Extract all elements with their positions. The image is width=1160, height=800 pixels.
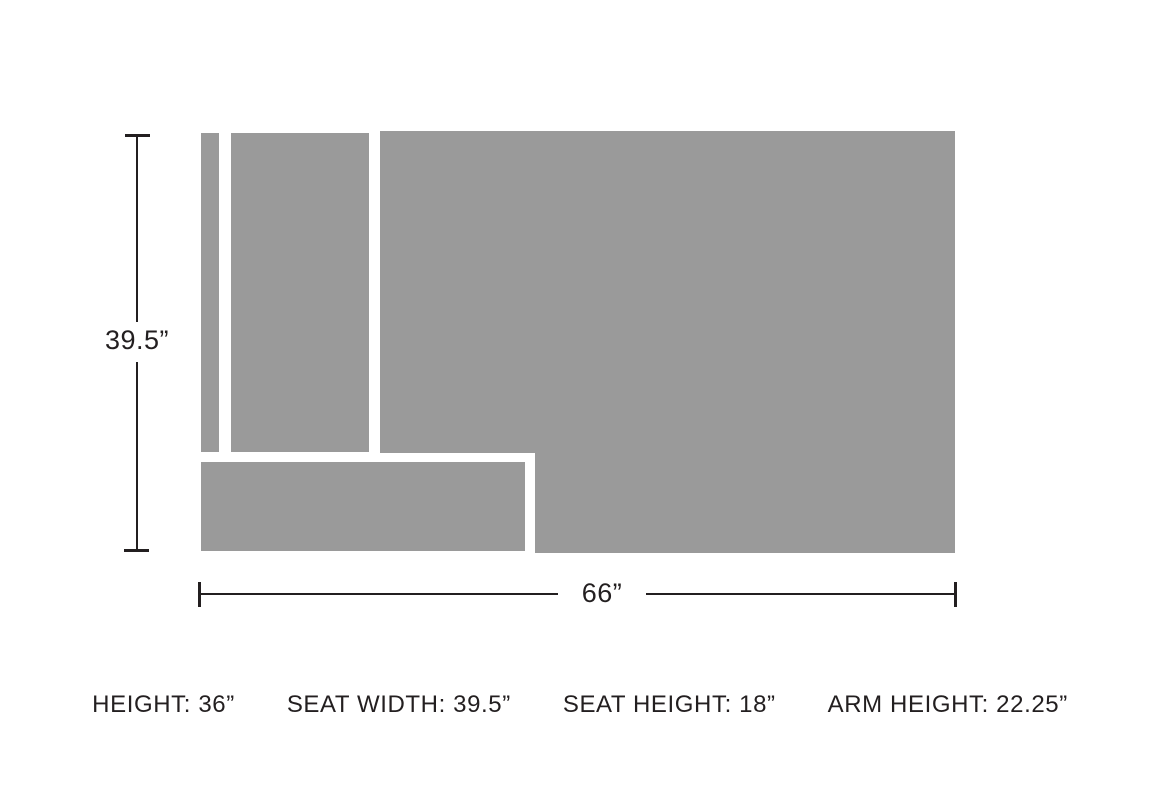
sofa-back-panel xyxy=(201,133,219,452)
vertical-dimension-bottom-cap xyxy=(124,549,149,552)
spec-height: HEIGHT: 36” xyxy=(92,691,235,718)
spec-seat-height: SEAT HEIGHT: 18” xyxy=(562,691,776,718)
vertical-dimension-label: 39.5” xyxy=(104,325,170,355)
vertical-dimension-top-cap xyxy=(125,134,150,137)
horizontal-dimension-line-left xyxy=(200,593,558,595)
horizontal-dimension-right-tick xyxy=(954,582,957,607)
sofa-seat-cushion xyxy=(201,462,525,551)
spec-row: HEIGHT: 36” SEAT WIDTH: 39.5” SEAT HEIGH… xyxy=(0,691,1160,719)
horizontal-dimension-label: 66” xyxy=(581,578,623,608)
spec-seat-width: SEAT WIDTH: 39.5” xyxy=(286,691,511,718)
horizontal-dimension-left-tick xyxy=(198,582,201,607)
spec-arm-height: ARM HEIGHT: 22.25” xyxy=(827,691,1068,718)
vertical-dimension-line-lower xyxy=(136,362,138,549)
sofa-back-cushion xyxy=(231,133,369,452)
vertical-dimension-line-upper xyxy=(136,136,138,322)
horizontal-dimension-line-right xyxy=(646,593,955,595)
